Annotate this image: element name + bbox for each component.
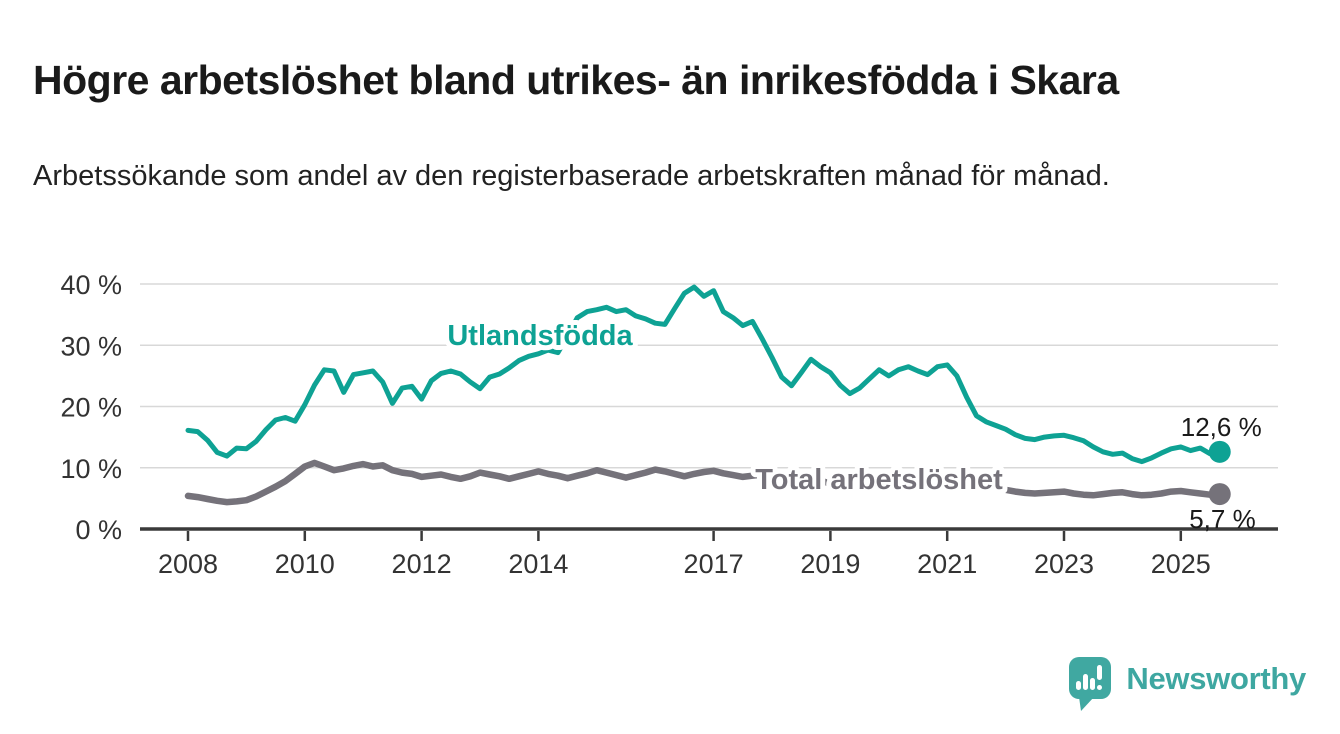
series-endpoint-dot [1208, 483, 1231, 506]
x-tick-label: 2017 [684, 549, 744, 579]
gridlines [140, 283, 1278, 469]
y-tick-label: 0 % [75, 515, 122, 545]
chart-labels: 0 % 10 % 20 % 30 % 40 % 2008 2010 2012 2014 2017 2… [60, 270, 1261, 579]
x-tick-label: 2012 [392, 549, 452, 579]
page-title: Högre arbetslöshet bland utrikes- än inr… [33, 57, 1119, 104]
y-tick-label: 40 % [60, 270, 122, 300]
x-tick-label: 2023 [1034, 549, 1094, 579]
series-name-label: Total arbetslöshet [755, 464, 1003, 496]
end-value-label: 12,6 % [1181, 412, 1262, 442]
series-line-foreign-born [185, 284, 1223, 465]
newsworthy-wordmark: Newsworthy [1126, 661, 1306, 696]
y-tick-label: 20 % [60, 393, 122, 423]
x-axis [140, 527, 1278, 541]
y-tick-label: 10 % [60, 454, 122, 484]
chart-series [184, 284, 1231, 506]
end-value-label: 5,7 % [1189, 504, 1256, 534]
x-tick-label: 2021 [917, 549, 977, 579]
y-tick-label: 30 % [60, 331, 122, 361]
series-name-label: Utlandsfödda [447, 320, 633, 352]
x-tick-label: 2025 [1151, 549, 1211, 579]
x-tick-label: 2008 [158, 549, 218, 579]
series-line-total [184, 459, 1223, 506]
chart-subtitle: Arbetssökande som andel av den registerb… [33, 160, 1110, 192]
x-tick-label: 2019 [800, 549, 860, 579]
series-endpoint-dot [1208, 440, 1231, 463]
x-tick-label: 2014 [508, 549, 568, 579]
newsworthy-chart-bubble-icon [1069, 657, 1112, 711]
x-tick-label: 2010 [275, 549, 335, 579]
newsworthy-logo: Newsworthy [1067, 652, 1306, 714]
